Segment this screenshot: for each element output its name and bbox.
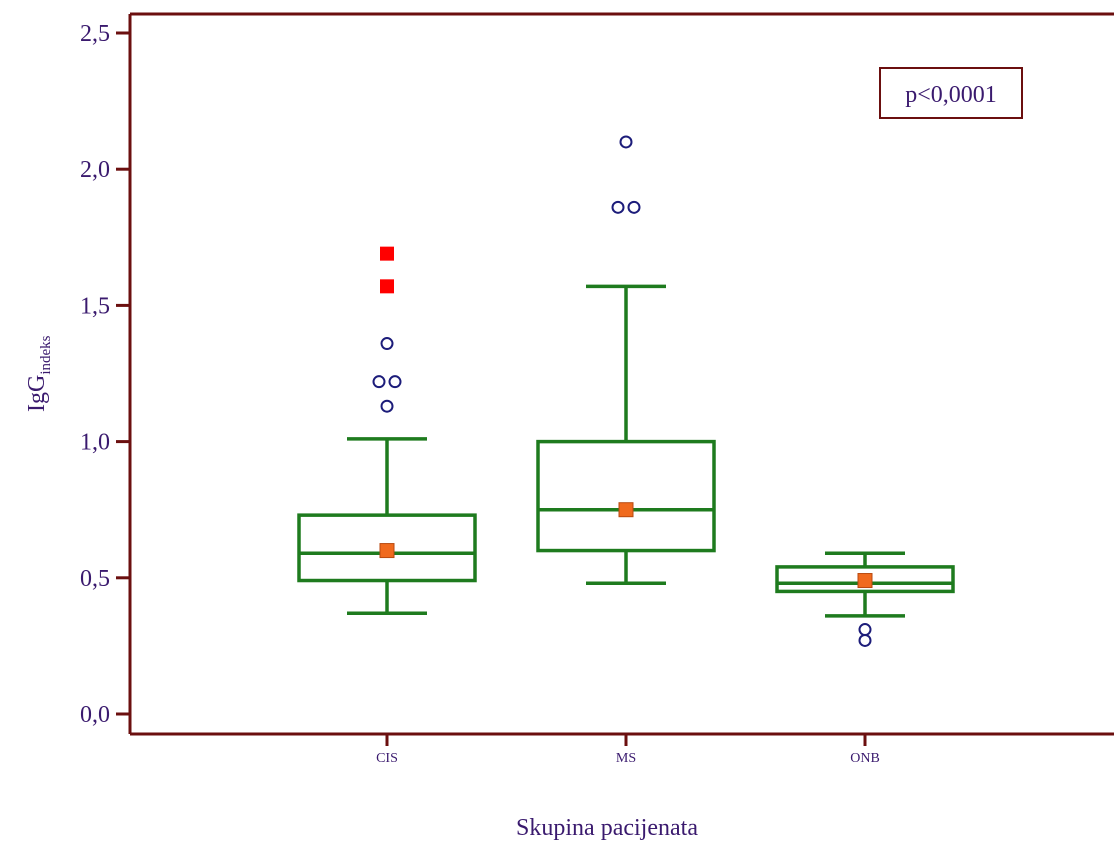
- box-series: [297, 135, 955, 647]
- outlier-point: [372, 375, 386, 389]
- outlier-point: [611, 200, 625, 214]
- labels: 0,0 0,5 1,0 1,5 2,0 2,5 CIS MS ONB p<0,0001 Skupin…: [24, 21, 1023, 841]
- iqr-box: [536, 439, 716, 553]
- y-tick-label: 0,5: [80, 566, 110, 592]
- outlier-point: [619, 135, 633, 149]
- outlier-point: [858, 623, 872, 637]
- x-tick-label-cis: CIS: [376, 751, 398, 766]
- box-ms: [536, 135, 716, 585]
- y-tick-label: 0,0: [80, 702, 110, 728]
- mean-marker: [618, 502, 634, 518]
- y-tick-label: 1,0: [80, 430, 110, 456]
- box-cis: [297, 246, 477, 615]
- y-tick-label: 2,5: [80, 21, 110, 47]
- y-axis-label: IgGindeks: [24, 335, 54, 412]
- outlier-point: [627, 200, 641, 214]
- far-outlier-point: [380, 279, 394, 294]
- outlier-point: [380, 337, 394, 351]
- x-tick-label-ms: MS: [616, 751, 636, 766]
- y-tick-label: 2,0: [80, 157, 110, 183]
- x-tick-label-onb: ONB: [850, 751, 880, 766]
- outlier-point: [380, 399, 394, 413]
- box-onb: [775, 551, 955, 647]
- axes: [116, 12, 1114, 746]
- y-axis-label-main: IgG: [24, 375, 50, 412]
- y-axis-label-subscript: indeks: [38, 335, 54, 374]
- annotation-frame: [879, 67, 1023, 119]
- iqr-box: [775, 565, 955, 594]
- far-outlier-point: [380, 246, 394, 261]
- outlier-point: [858, 633, 872, 647]
- p-value-annotation: p<0,0001: [879, 67, 1023, 119]
- annotation-text: p<0,0001: [905, 82, 997, 108]
- mean-marker: [379, 543, 395, 559]
- mean-marker: [857, 573, 873, 589]
- iqr-box: [297, 513, 477, 583]
- outlier-point: [388, 375, 402, 389]
- x-axis-label: Skupina pacijenata: [516, 815, 698, 841]
- y-tick-label: 1,5: [80, 293, 110, 319]
